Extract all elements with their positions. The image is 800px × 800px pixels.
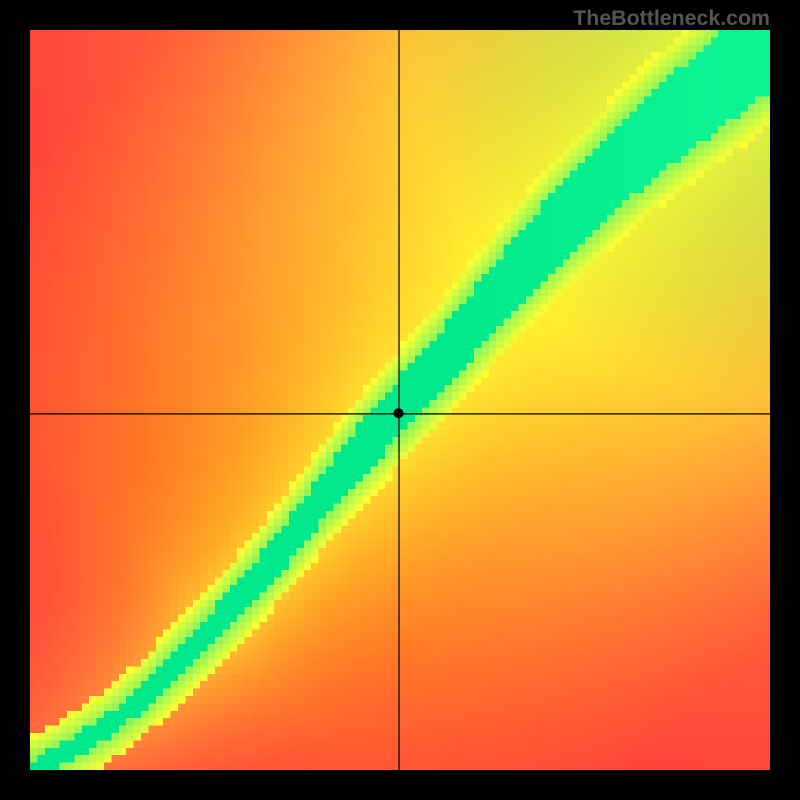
attribution-text: TheBottleneck.com <box>573 6 770 31</box>
plot-area <box>30 30 770 770</box>
overlay-canvas <box>30 30 770 770</box>
